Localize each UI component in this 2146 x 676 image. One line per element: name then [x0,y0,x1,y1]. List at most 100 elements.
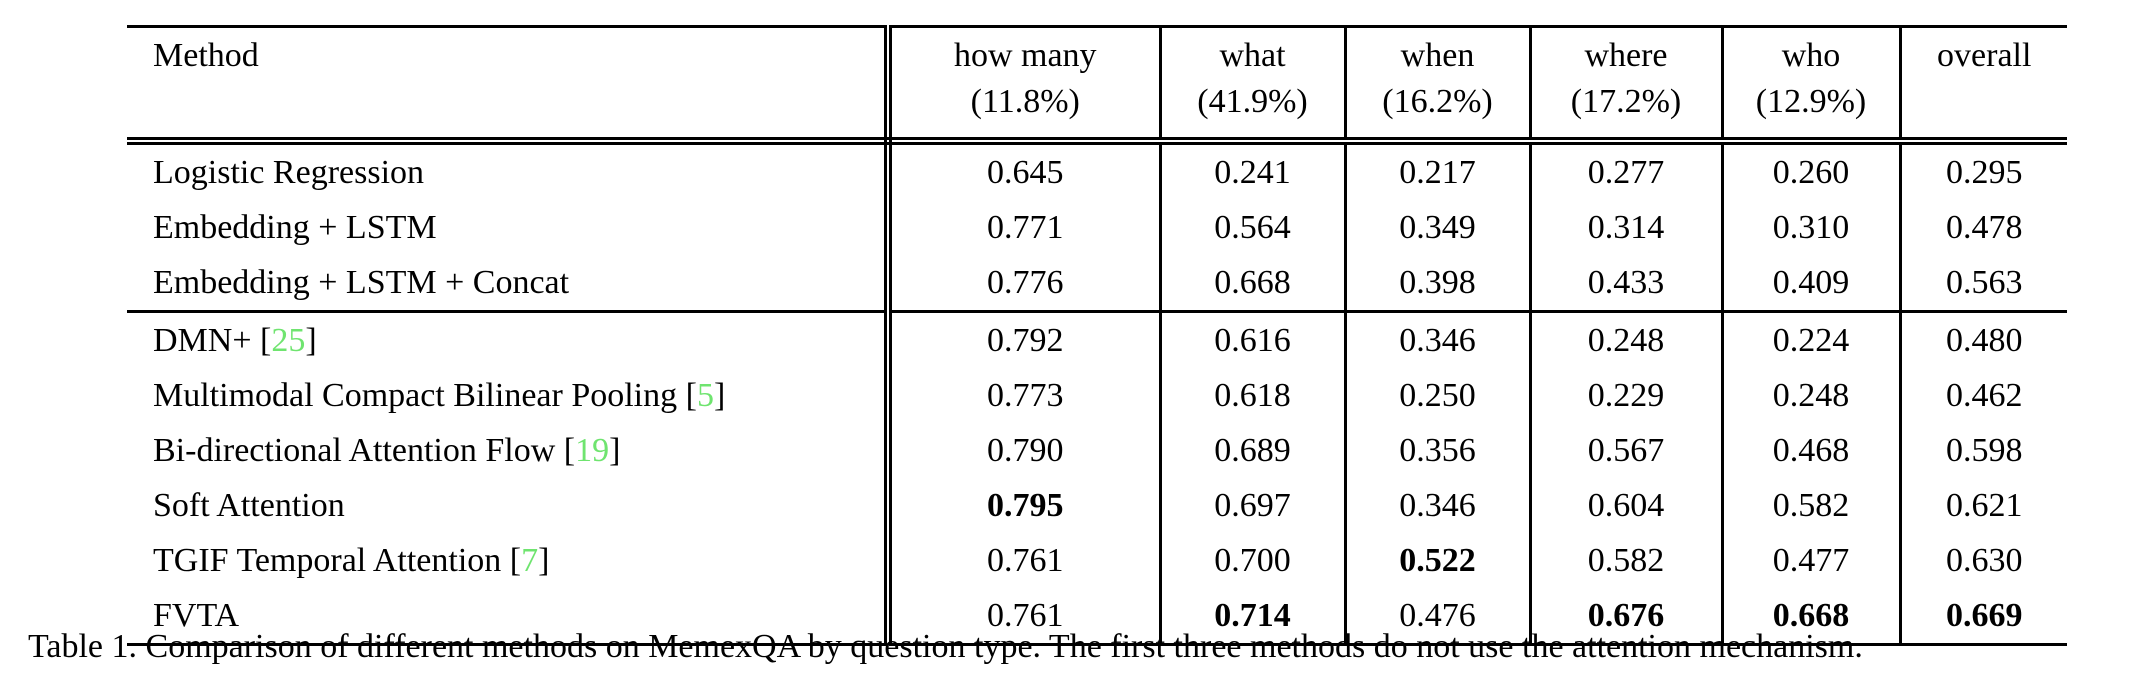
value-cell: 0.771 [987,208,1064,246]
column-header-how-many: how many (11.8%) [888,26,1160,146]
column-header-when: when (16.2%) [1343,26,1530,146]
value-cell: 0.564 [1158,200,1345,256]
value-cell: 0.349 [1343,200,1530,256]
value-cell: 0.480 [1898,310,2067,369]
value-cell: 0.314 [1528,200,1722,256]
value-cell: 0.700 [1158,533,1345,589]
column-percentage: (11.8%) [970,83,1080,121]
value-cell: 0.761 [987,541,1064,579]
value-cell: 0.248 [1720,368,1900,424]
column-label: Method [153,37,259,74]
value-cell: 0.714 [1158,588,1345,645]
value-cell: 0.582 [1528,533,1722,589]
value-cell: 0.618 [1158,368,1345,424]
column-percentage: (17.2%) [1570,83,1682,121]
value-cell: 0.241 [1158,141,1345,201]
citation-link[interactable]: 19 [575,431,610,469]
value-cell: 0.522 [1343,533,1530,589]
table-header: Method how many (11.8%) what (41.9%) when (16.… [127,26,2067,146]
table-row: DMN+ [25] 0.792 0.616 0.346 0.248 0.224 0.480 [127,310,2067,369]
header-row: Method how many (11.8%) what (41.9%) when (16.… [127,26,2067,146]
table-row: Embedding + LSTM 0.771 0.564 0.349 0.314 0.31… [127,200,2067,256]
value-cell: 0.621 [1898,478,2067,534]
method-name: Embedding + LSTM + Concat [153,263,570,301]
value-cell: 0.409 [1720,255,1900,312]
column-percentage: (16.2%) [1382,83,1493,121]
method-name: Soft Attention [153,486,345,524]
value-cell: 0.676 [1528,588,1722,645]
method-name: Embedding + LSTM [153,208,437,246]
citation-link[interactable]: 5 [696,376,714,414]
value-cell: 0.224 [1720,310,1900,369]
value-cell: 0.598 [1898,423,2067,479]
value-cell: 0.697 [1158,478,1345,534]
method-name: Bi-directional Attention Flow [153,431,556,469]
value-cell: 0.604 [1528,478,1722,534]
column-header-where: where (17.2%) [1528,26,1722,146]
method-name: TGIF Temporal Attention [153,541,502,579]
value-cell: 0.346 [1343,478,1530,534]
value-cell: 0.795 [987,486,1064,524]
value-cell: 0.310 [1720,200,1900,256]
value-cell: 0.476 [1343,588,1530,645]
value-cell: 0.398 [1343,255,1530,312]
method-cell: FVTA [127,588,892,645]
column-percentage: (41.9%) [1197,83,1308,121]
value-cell: 0.217 [1343,141,1530,201]
value-cell: 0.295 [1898,141,2067,201]
column-header-method: Method [127,26,892,146]
value-cell: 0.260 [1720,141,1900,201]
column-label: where [1584,37,1668,74]
value-cell: 0.645 [987,153,1064,191]
table-row: Logistic Regression 0.645 0.241 0.217 0.277 0… [127,141,2067,201]
table-caption: Table 1. Comparison of different methods… [28,628,1863,665]
column-header-what: what (41.9%) [1158,26,1345,146]
value-cell: 0.616 [1158,310,1345,369]
value-cell: 0.669 [1898,588,2067,645]
method-cell: TGIF Temporal Attention [7] [127,533,892,589]
value-cell: 0.468 [1720,423,1900,479]
value-cell: 0.250 [1343,368,1530,424]
value-cell: 0.761 [987,596,1064,634]
table-row: Multimodal Compact Bilinear Pooling [5] 0… [127,368,2067,424]
value-cell: 0.792 [888,310,1160,369]
value-cell: 0.689 [1158,423,1345,479]
method-name: Logistic Regression [153,153,425,191]
value-cell: 0.248 [1528,310,1722,369]
table-row: TGIF Temporal Attention [7] 0.761 0.700 0.5… [127,533,2067,589]
citation-link[interactable]: 25 [271,321,306,359]
value-cell: 0.346 [1343,310,1530,369]
value-cell: 0.773 [987,376,1064,414]
value-cell: 0.582 [1720,478,1900,534]
value-cell: 0.277 [1528,141,1722,201]
column-label: what [1219,37,1286,74]
value-cell: 0.433 [1528,255,1722,312]
table-row: Bi-directional Attention Flow [19] 0.790 0… [127,423,2067,479]
citation-link[interactable]: 7 [521,541,539,579]
column-header-who: who (12.9%) [1720,26,1900,146]
value-cell: 0.229 [1528,368,1722,424]
table-row: FVTA 0.761 0.714 0.476 0.676 0.668 0.669 [127,588,2067,645]
column-header-overall: overall [1898,26,2067,146]
value-cell: 0.563 [1898,255,2067,312]
method-cell: Logistic Regression [127,141,892,201]
method-cell: Embedding + LSTM + Concat [127,255,892,312]
column-label: how many [953,37,1097,74]
value-cell: 0.567 [1528,423,1722,479]
column-label: overall [1937,37,2032,74]
method-cell: Embedding + LSTM [127,200,892,256]
value-cell: 0.356 [1343,423,1530,479]
value-cell: 0.668 [1158,255,1345,312]
value-cell: 0.776 [987,263,1064,301]
table-row: Soft Attention 0.795 0.697 0.346 0.604 0.582 0… [127,478,2067,534]
method-name: FVTA [153,596,240,634]
results-table: Method how many (11.8%) what (41.9%) when (16.… [127,25,2067,647]
column-label: who [1781,37,1841,74]
column-label: when [1400,37,1475,74]
table-row: Embedding + LSTM + Concat 0.776 0.668 0.398… [127,255,2067,312]
method-cell: Bi-directional Attention Flow [19] [127,423,892,479]
method-cell: Soft Attention [127,478,892,534]
value-cell: 0.477 [1720,533,1900,589]
method-cell: Multimodal Compact Bilinear Pooling [5] [127,368,892,424]
